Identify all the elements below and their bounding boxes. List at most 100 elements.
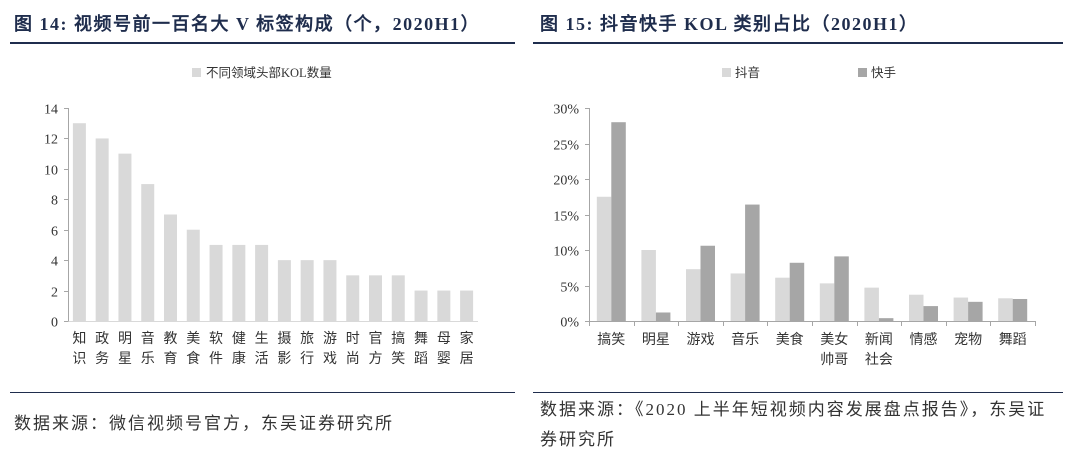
figure-14-bottom-rule bbox=[10, 392, 515, 393]
bar-series-1 bbox=[414, 290, 428, 321]
bar-series-1 bbox=[186, 229, 200, 321]
bar-series-1 bbox=[909, 294, 924, 321]
y-tick-label: 30% bbox=[553, 103, 579, 118]
bar-series-1 bbox=[437, 290, 451, 321]
figure-15-source-line: 数据来源：《2020 上半年短视频内容发展盘点报告》，东吴证 bbox=[540, 400, 1047, 419]
bar-series-2 bbox=[700, 245, 715, 321]
bar-series-2 bbox=[878, 318, 894, 321]
bar-series-1 bbox=[953, 297, 969, 321]
bar-series-2 bbox=[923, 306, 938, 321]
x-tick-label: 游戏 bbox=[687, 332, 715, 348]
x-tick-label: 摄影 bbox=[277, 331, 291, 367]
x-tick-label: 教育 bbox=[164, 331, 178, 367]
bar-series-1 bbox=[72, 123, 86, 321]
y-tick-label: 4 bbox=[51, 255, 58, 270]
bar-series-1 bbox=[998, 298, 1013, 321]
figure-15-title: 图 15: 抖音快手 KOL 类别占比（2020H1） bbox=[540, 14, 919, 34]
legend-label: 快手 bbox=[871, 66, 896, 80]
bar-series-2 bbox=[834, 256, 849, 321]
bar-series-2 bbox=[611, 122, 626, 321]
x-tick-label: 知识 bbox=[72, 330, 86, 367]
bar-series-2 bbox=[789, 262, 805, 321]
y-tick-label: 2 bbox=[51, 286, 58, 301]
x-tick-label: 音乐 bbox=[141, 330, 155, 367]
x-tick-label: 情感 bbox=[910, 331, 938, 348]
bar-series-1 bbox=[209, 244, 223, 321]
bar-series-2 bbox=[655, 312, 671, 321]
x-tick-label: 家居 bbox=[460, 330, 474, 367]
figure-14-source: 数据来源：微信视频号官方，东吴证券研究所 bbox=[14, 414, 394, 433]
kol-category-share-bar-chart: 0% 5% 10% 15% 20% 25% 30% 搞笑 明星 游戏 音乐 美食 美女帅哥新闻社会情感宠… bbox=[553, 65, 1036, 368]
x-tick-label: 美食 bbox=[776, 331, 804, 348]
y-tick-label: 8 bbox=[51, 194, 58, 209]
y-tick-label: 12 bbox=[44, 133, 58, 148]
y-tick-label: 0% bbox=[560, 316, 579, 331]
y-tick-label: 6 bbox=[51, 225, 58, 240]
bar-series-1 bbox=[460, 290, 474, 321]
x-tick-label: 舞蹈 bbox=[414, 331, 428, 367]
x-tick-label: 软件 bbox=[209, 331, 223, 367]
bar-series-1 bbox=[819, 283, 835, 321]
bar-series-1 bbox=[300, 260, 314, 321]
x-tick-label: 宠物 bbox=[954, 332, 982, 348]
bar-series-1 bbox=[730, 273, 746, 321]
bar-series-1 bbox=[641, 250, 656, 321]
bar-series-1 bbox=[369, 275, 382, 321]
bar-series-2 bbox=[745, 204, 760, 321]
y-tick-label: 5% bbox=[560, 281, 579, 296]
x-tick-label: 搞笑 bbox=[597, 332, 625, 348]
bar-series-2 bbox=[1012, 298, 1028, 321]
y-tick-label: 14 bbox=[44, 103, 58, 118]
bar-series-1 bbox=[141, 184, 155, 321]
x-tick-label: 时尚 bbox=[346, 331, 360, 367]
bar-series-1 bbox=[596, 196, 612, 321]
y-tick-label: 25% bbox=[553, 139, 579, 154]
bar-series-1 bbox=[164, 214, 177, 321]
figure-14-top-rule bbox=[10, 42, 515, 44]
y-tick-label: 0 bbox=[51, 316, 58, 331]
bar-series-1 bbox=[277, 260, 291, 321]
x-tick-label: 生活 bbox=[255, 331, 269, 367]
bar-series-1 bbox=[232, 244, 246, 321]
x-tick-label: 搞笑 bbox=[391, 331, 405, 367]
x-tick-label: 音乐 bbox=[731, 331, 759, 348]
figure-15-bottom-rule bbox=[533, 392, 1063, 393]
x-tick-label: 美女帅哥 bbox=[820, 331, 848, 368]
figure-15-top-rule bbox=[533, 42, 1063, 44]
legend-label: 抖音 bbox=[735, 65, 760, 80]
y-tick-label: 10 bbox=[44, 164, 58, 179]
x-tick-label: 母婴 bbox=[437, 332, 451, 367]
x-tick-label: 健康 bbox=[232, 331, 246, 367]
y-tick-label: 10% bbox=[553, 245, 579, 260]
legend-swatch bbox=[192, 68, 201, 77]
x-tick-label: 官方 bbox=[369, 331, 383, 367]
bar-series-1 bbox=[864, 287, 879, 321]
y-tick-label: 15% bbox=[553, 210, 579, 225]
x-tick-label: 美食 bbox=[186, 331, 200, 367]
x-tick-label: 明星 bbox=[642, 333, 670, 348]
bar-series-2 bbox=[968, 301, 983, 321]
legend-label: 不同领域头部KOL数量 bbox=[206, 65, 332, 80]
bar-series-1 bbox=[118, 153, 132, 321]
figure-14-title: 图 14: 视频号前一百名大 V 标签构成（个，2020H1） bbox=[14, 14, 481, 34]
x-tick-label: 政务 bbox=[95, 331, 109, 367]
x-tick-label: 旅行 bbox=[300, 331, 314, 367]
x-tick-label: 舞蹈 bbox=[999, 332, 1027, 348]
bar-series-1 bbox=[391, 275, 405, 321]
x-tick-label: 新闻社会 bbox=[865, 332, 893, 368]
figure-15-source-line: 券研究所 bbox=[540, 430, 616, 449]
legend-swatch bbox=[858, 68, 867, 77]
kol-tag-bar-chart: 0 2 4 6 8 10 12 14 知识政务明星音乐教育美食软件健康生活摄影旅行游戏时尚官方搞… bbox=[44, 65, 478, 367]
y-tick-label: 20% bbox=[553, 174, 579, 189]
bar-series-1 bbox=[775, 277, 790, 321]
bar-series-1 bbox=[95, 138, 109, 321]
bar-series-1 bbox=[255, 244, 269, 321]
bar-series-1 bbox=[686, 269, 701, 321]
legend-swatch bbox=[722, 68, 731, 77]
x-tick-label: 游戏 bbox=[323, 331, 337, 367]
figure-15-source: 数据来源：《2020 上半年短视频内容发展盘点报告》，东吴证 券研究所 bbox=[540, 395, 1078, 455]
bar-series-1 bbox=[323, 260, 337, 321]
bar-series-1 bbox=[346, 275, 360, 321]
x-tick-label: 明星 bbox=[118, 332, 132, 367]
